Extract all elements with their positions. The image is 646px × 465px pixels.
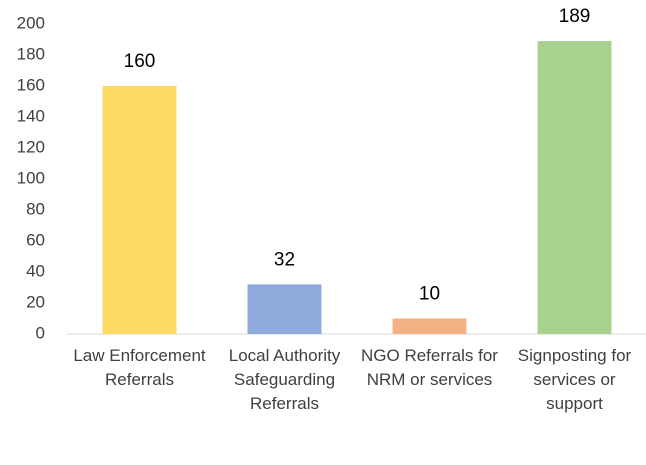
x-tick-label: Signposting for services or support — [517, 346, 632, 413]
y-tick-label: 180 — [17, 44, 45, 63]
y-tick-label: 120 — [17, 137, 45, 156]
bar — [102, 86, 177, 334]
x-tick-label: Law Enforcement Referrals — [73, 346, 206, 389]
y-tick-label: 60 — [26, 230, 45, 249]
y-tick-label: 140 — [17, 106, 45, 125]
y-tick-label: 20 — [26, 292, 45, 311]
y-tick-label: 0 — [36, 323, 45, 342]
data-label: 10 — [419, 284, 440, 305]
y-tick-label: 40 — [26, 261, 45, 280]
y-tick-label: 80 — [26, 199, 45, 218]
x-tick-label: Local Authority Safeguarding Referrals — [228, 346, 341, 413]
x-tick-label: NGO Referrals for NRM or services — [361, 346, 498, 389]
bar — [537, 41, 612, 335]
bar — [392, 318, 467, 334]
bar — [247, 284, 322, 334]
y-tick-label: 200 — [17, 13, 45, 32]
data-label: 32 — [274, 249, 295, 270]
data-label: 160 — [124, 51, 156, 72]
y-tick-label: 160 — [17, 75, 45, 94]
y-tick-label: 100 — [17, 168, 45, 187]
data-label: 189 — [559, 6, 591, 27]
